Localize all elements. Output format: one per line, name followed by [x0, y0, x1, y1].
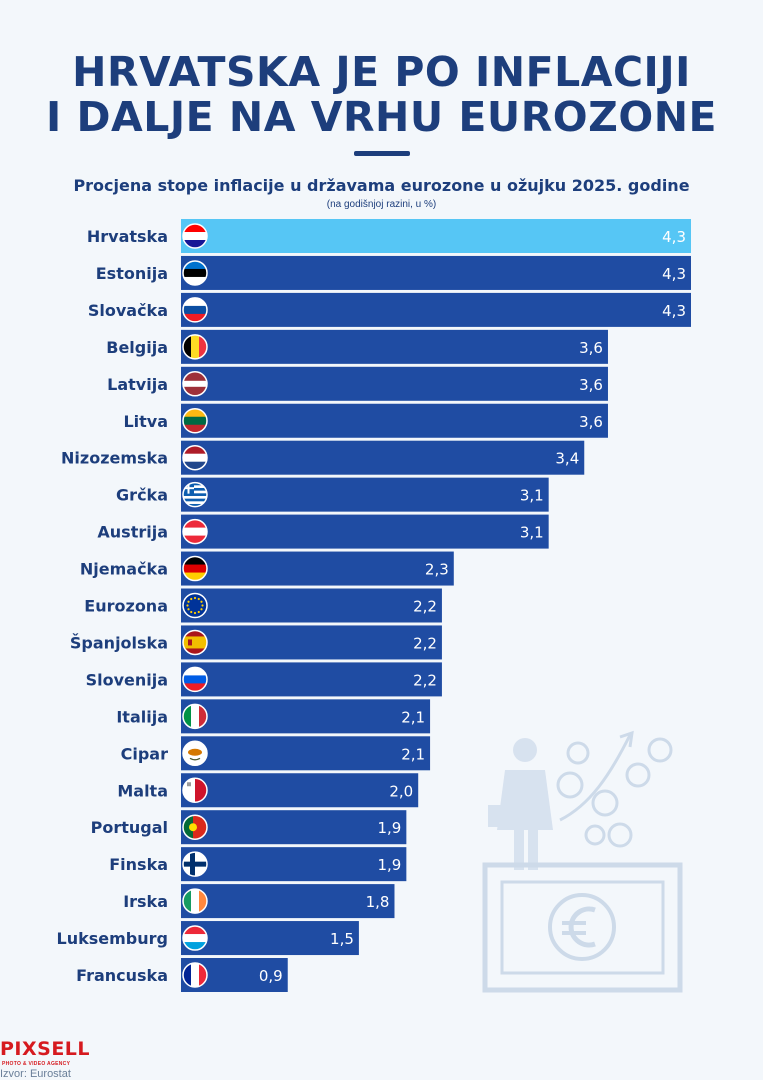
value-label: 3,6 — [579, 413, 603, 431]
bar-eurozona — [181, 588, 442, 623]
value-label: 2,0 — [389, 782, 413, 800]
category-label: Litva — [123, 412, 168, 431]
value-label: 1,8 — [366, 893, 390, 911]
title-line-2: I DALJE NA VRHU EUROZONE — [45, 93, 718, 141]
category-label: Slovenija — [86, 670, 168, 689]
category-label: Njemačka — [80, 560, 168, 579]
flag-slovenia-icon — [183, 667, 207, 692]
bar-malta — [181, 773, 419, 808]
title-divider — [354, 151, 410, 156]
bar-italija — [181, 699, 431, 734]
category-label: Luksemburg — [57, 929, 168, 948]
source-note: Izvor: Eurostat — [0, 1068, 71, 1080]
value-label: 3,6 — [579, 339, 603, 357]
category-label: Nizozemska — [61, 449, 168, 468]
category-label: Belgija — [106, 338, 168, 357]
flag-slovakia-icon — [183, 297, 207, 322]
value-label: 2,2 — [413, 671, 437, 689]
value-label: 3,1 — [520, 487, 544, 505]
bar-belgija — [181, 329, 608, 364]
flag-estonia-icon — [183, 260, 207, 285]
value-label: 4,3 — [662, 265, 686, 283]
bar-litva — [181, 403, 608, 438]
decorative-inflation-illustration-icon — [482, 730, 683, 993]
category-label: Malta — [117, 781, 168, 800]
category-label: Latvija — [107, 375, 168, 394]
value-label: 3,4 — [555, 450, 579, 468]
value-label: 2,1 — [401, 745, 425, 763]
bar-španjolska — [181, 625, 442, 660]
category-label: Finska — [109, 855, 168, 874]
category-label: Grčka — [116, 486, 168, 505]
bar-cipar — [181, 736, 431, 771]
bar-slovačka — [181, 292, 691, 327]
flag-portugal-icon — [183, 815, 207, 840]
bar-luksemburg — [181, 921, 359, 956]
value-label: 0,9 — [259, 967, 283, 985]
chart-title: Procjena stope inflacije u državama euro… — [73, 176, 690, 195]
value-label: 3,1 — [520, 524, 544, 542]
category-label: Španjolska — [70, 633, 168, 652]
bar-latvija — [181, 366, 608, 401]
category-label: Estonija — [96, 264, 168, 283]
value-label: 2,1 — [401, 708, 425, 726]
pixsell-logo-subtitle: PHOTO & VIDEO AGENCY — [2, 1061, 71, 1067]
category-label: Cipar — [121, 744, 168, 763]
flag-italy-icon — [183, 704, 207, 729]
category-label: Eurozona — [84, 597, 168, 616]
bar-austrija — [181, 514, 549, 549]
category-label: Irska — [123, 892, 168, 911]
flag-netherlands-icon — [183, 445, 207, 470]
pixsell-logo: PIXSELL — [0, 1038, 91, 1060]
flag-croatia-icon — [183, 224, 207, 248]
category-label: Slovačka — [88, 301, 168, 320]
flag-malta-icon — [183, 778, 207, 803]
title-line-1: HRVATSKA JE PO INFLACIJI — [72, 48, 691, 96]
value-label: 4,3 — [662, 228, 686, 246]
flag-france-icon — [183, 963, 207, 987]
value-label: 4,3 — [662, 302, 686, 320]
flag-ireland-icon — [183, 889, 207, 914]
chart-unit-note: (na godišnjoj razini, u %) — [326, 199, 437, 210]
flag-austria-icon — [183, 519, 207, 544]
category-label: Hrvatska — [87, 227, 168, 246]
value-label: 1,9 — [377, 819, 401, 837]
flag-lithuania-icon — [183, 408, 207, 433]
category-label: Italija — [116, 707, 168, 726]
bar-nizozemska — [181, 440, 585, 475]
value-label: 1,9 — [377, 856, 401, 874]
bar-portugal — [181, 810, 407, 845]
bar-slovenija — [181, 662, 442, 697]
value-label: 3,6 — [579, 376, 603, 394]
value-label: 2,2 — [413, 598, 437, 616]
value-label: 2,3 — [425, 561, 449, 579]
category-label: Portugal — [91, 818, 168, 837]
bar-estonija — [181, 255, 691, 290]
flag-belgium-icon — [183, 334, 207, 359]
bar-njemačka — [181, 551, 454, 586]
bar-hrvatska — [181, 219, 691, 253]
flag-germany-icon — [183, 556, 207, 581]
bar-finska — [181, 847, 407, 882]
value-label: 2,2 — [413, 634, 437, 652]
page-title: HRVATSKA JE PO INFLACIJI I DALJE NA VRHU… — [0, 50, 763, 140]
value-label: 1,5 — [330, 930, 354, 948]
category-label: Francuska — [76, 966, 168, 985]
bar-irska — [181, 884, 395, 919]
bar-grčka — [181, 477, 549, 512]
category-label: Austrija — [97, 523, 168, 542]
flag-luxembourg-icon — [183, 926, 207, 951]
